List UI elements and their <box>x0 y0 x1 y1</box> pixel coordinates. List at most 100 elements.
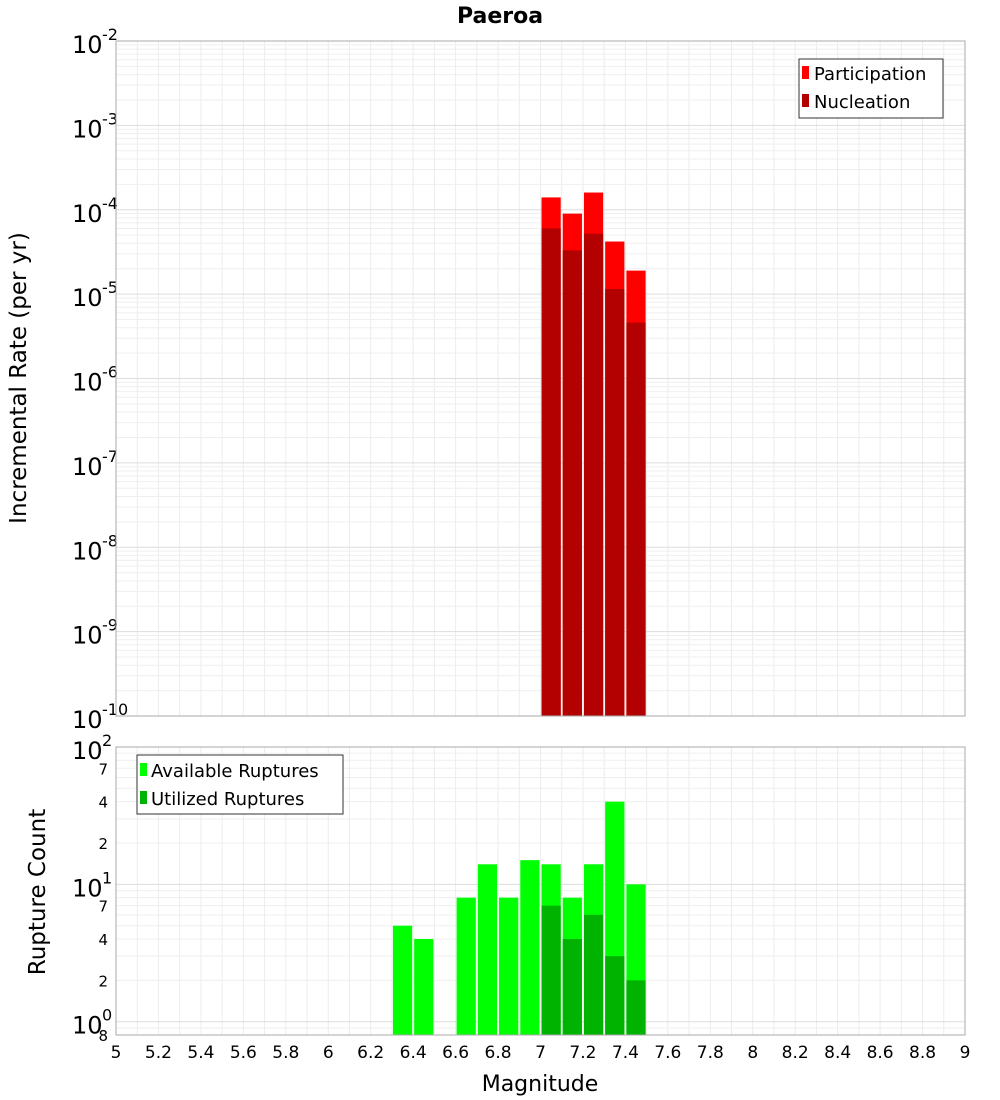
top-y-tick-base: 10 <box>72 284 103 312</box>
x-axis-label: Magnitude <box>482 1072 599 1097</box>
x-tick-7.4: 7.4 <box>612 1043 639 1063</box>
bottom-y-tick-1e2: 10 2 <box>72 731 112 765</box>
top-legend: Participation Nucleation <box>798 58 944 119</box>
top-y-tick-exponent: -3 <box>102 109 118 128</box>
utilized-ruptures-bar-7.35 <box>605 956 625 1035</box>
bottom-y-tick-base: 10 <box>72 1012 103 1040</box>
bottom-y-tick-exponent: 1 <box>102 868 112 887</box>
bottom-plot-area <box>115 746 966 1036</box>
utilized-ruptures-bar-7.25 <box>583 914 604 1035</box>
x-tick-6.8: 6.8 <box>485 1043 512 1063</box>
bottom-y-tick-exponent: 2 <box>102 731 112 750</box>
x-tick-labels: 5 5.2 5.4 5.6 5.8 6 6.2 6.4 6.6 6.8 7 7.2 7.4 7.6 7.8 8… <box>111 1043 971 1063</box>
available-ruptures-legend-label: Available Ruptures <box>151 761 319 782</box>
bottom-y-tick-base: 10 <box>72 874 103 902</box>
top-y-tick-base: 10 <box>72 369 103 397</box>
top-y-tick-exponent: -8 <box>102 531 118 550</box>
top-plot-gridlines <box>115 41 966 717</box>
top-y-tick--4: 10 -4 <box>72 194 118 228</box>
bottom-y-tick-1e1: 10 1 <box>72 868 112 902</box>
bottom-y-minor-tick-7: 7 <box>98 898 108 916</box>
x-tick-8.6: 8.6 <box>867 1043 894 1063</box>
x-tick-7.6: 7.6 <box>654 1043 681 1063</box>
x-tick-5: 5 <box>111 1043 122 1063</box>
x-tick-8.2: 8.2 <box>782 1043 809 1063</box>
top-y-tick-base: 10 <box>72 200 103 228</box>
nucleation-bar-7.05 <box>541 228 561 716</box>
top-y-tick-exponent: -10 <box>102 700 128 719</box>
nucleation-bar-7.35 <box>605 289 625 716</box>
top-y-tick--5: 10 -5 <box>72 278 118 312</box>
bottom-y-tick-base: 10 <box>72 737 103 765</box>
x-tick-7.2: 7.2 <box>569 1043 596 1063</box>
bottom-y-minor-tick-4: 4 <box>98 931 108 949</box>
x-tick-7: 7 <box>535 1043 546 1063</box>
top-plot-area <box>115 40 966 717</box>
top-y-tick-base: 10 <box>72 622 103 650</box>
x-tick-5.6: 5.6 <box>230 1043 257 1063</box>
top-y-tick--6: 10 -6 <box>72 363 118 397</box>
x-tick-5.4: 5.4 <box>187 1043 214 1063</box>
top-legend-box <box>798 58 944 119</box>
bottom-y-minor-tick-70: 7 <box>98 760 108 778</box>
top-y-tick-base: 10 <box>72 31 103 59</box>
available-ruptures-bar-6.35 <box>392 925 413 1035</box>
top-y-tick-exponent: -2 <box>102 25 118 44</box>
bottom-y-minor-tick-0.8: 8 <box>98 1027 108 1045</box>
top-y-tick--8: 10 -8 <box>72 531 118 565</box>
top-y-tick-exponent: -9 <box>102 616 118 635</box>
participation-legend-label: Participation <box>814 64 926 85</box>
top-y-tick-base: 10 <box>72 706 103 734</box>
utilized-ruptures-bar-7.15 <box>562 939 582 1035</box>
top-y-axis-label: Incremental Rate (per yr) <box>6 232 32 524</box>
chart-title: Paeroa <box>457 4 543 29</box>
bottom-y-minor-tick-20: 2 <box>98 835 108 853</box>
available-ruptures-legend-swatch <box>140 763 147 776</box>
top-y-tick--10: 10 -10 <box>72 700 128 734</box>
bottom-y-minor-tick-40: 4 <box>98 794 108 812</box>
top-y-tick--9: 10 -9 <box>72 616 118 650</box>
bottom-plot-bars <box>392 801 646 1035</box>
top-y-tick-labels: 10-210-310-410-510-610-710-810-910-10 <box>72 25 128 734</box>
bottom-y-tick-exponent: 0 <box>102 1006 112 1025</box>
nucleation-bar-7.45 <box>626 322 646 716</box>
bottom-legend: Available Ruptures Utilized Ruptures <box>136 754 344 815</box>
bottom-y-tick-1e0: 10 0 <box>72 1006 112 1040</box>
nucleation-legend-label: Nucleation <box>814 92 910 113</box>
utilized-ruptures-bar-7.45 <box>626 980 646 1035</box>
nucleation-bar-7.15 <box>562 250 582 717</box>
top-y-tick-exponent: -7 <box>102 447 118 466</box>
nucleation-legend-swatch <box>802 94 809 107</box>
x-tick-5.2: 5.2 <box>145 1043 172 1063</box>
x-tick-6.2: 6.2 <box>357 1043 384 1063</box>
available-ruptures-bar-6.65 <box>456 897 476 1035</box>
utilized-ruptures-legend-swatch <box>140 791 147 804</box>
x-tick-6: 6 <box>323 1043 334 1063</box>
top-y-tick-base: 10 <box>72 453 103 481</box>
bottom-legend-box <box>136 754 344 815</box>
top-plot-bars <box>541 192 646 717</box>
x-tick-5.8: 5.8 <box>272 1043 299 1063</box>
x-tick-7.8: 7.8 <box>697 1043 724 1063</box>
top-y-tick--3: 10 -3 <box>72 109 118 143</box>
top-y-tick-exponent: -4 <box>102 194 118 213</box>
available-ruptures-bar-6.85 <box>499 897 519 1035</box>
x-tick-8.4: 8.4 <box>824 1043 851 1063</box>
available-ruptures-bar-6.95 <box>520 860 540 1035</box>
x-tick-6.6: 6.6 <box>442 1043 469 1063</box>
bottom-y-axis-label: Rupture Count <box>25 809 51 975</box>
top-y-tick--7: 10 -7 <box>72 447 118 481</box>
x-tick-9: 9 <box>960 1043 971 1063</box>
top-y-tick--2: 10 -2 <box>72 25 118 59</box>
available-ruptures-bar-6.75 <box>477 864 498 1035</box>
x-tick-8: 8 <box>747 1043 758 1063</box>
top-y-tick-base: 10 <box>72 537 103 565</box>
utilized-ruptures-bar-7.05 <box>541 905 561 1035</box>
x-tick-6.4: 6.4 <box>400 1043 427 1063</box>
top-y-tick-exponent: -5 <box>102 278 118 297</box>
x-tick-8.8: 8.8 <box>909 1043 936 1063</box>
utilized-ruptures-legend-label: Utilized Ruptures <box>151 789 304 810</box>
participation-legend-swatch <box>802 66 809 79</box>
